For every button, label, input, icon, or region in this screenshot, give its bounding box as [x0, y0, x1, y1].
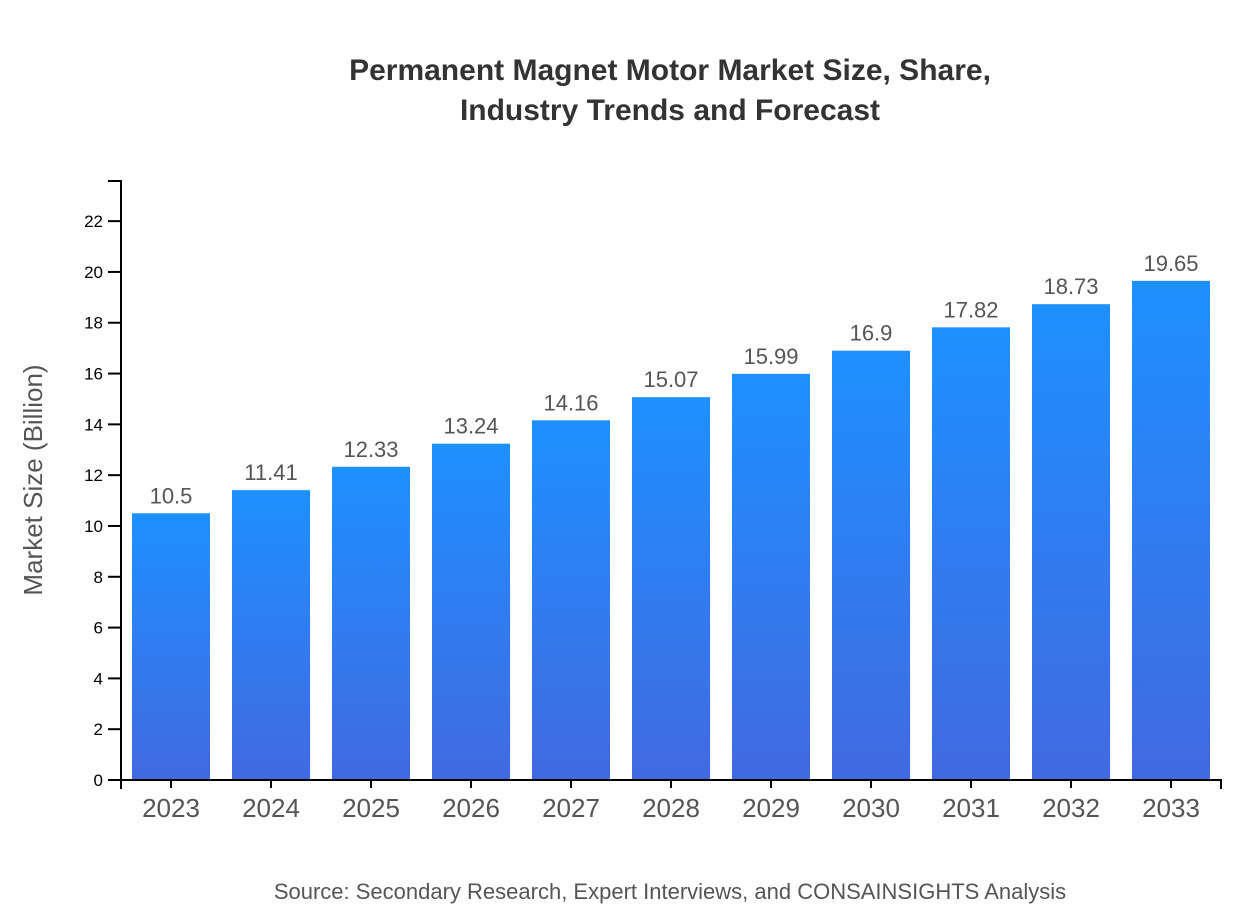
x-tick-label: 2032 — [1042, 793, 1100, 823]
data-label: 18.73 — [1043, 274, 1098, 299]
bars: 10.5 11.41 12.33 13.24 14.16 15.07 15.99 16.9 17… — [132, 251, 1210, 780]
y-tick-label: 8 — [94, 568, 103, 587]
x-axis-line — [120, 779, 1222, 789]
x-tick-label: 2028 — [642, 793, 700, 823]
y-tick-label: 18 — [84, 314, 103, 333]
chart-title-line-1: Permanent Magnet Motor Market Size, Shar… — [349, 54, 991, 87]
bar-2027 — [532, 420, 610, 780]
y-tick-label: 10 — [84, 517, 103, 536]
y-axis-line — [108, 180, 122, 781]
bar-2032 — [1032, 304, 1110, 780]
bar-2029 — [732, 373, 810, 780]
data-label: 16.9 — [850, 321, 893, 346]
data-label: 15.07 — [643, 367, 698, 392]
data-label: 12.33 — [343, 437, 398, 462]
data-label: 17.82 — [943, 297, 998, 322]
bar-2033 — [1132, 280, 1210, 780]
bar-2028 — [632, 397, 710, 780]
y-axis: 0 2 4 6 8 10 12 14 16 18 20 22 — [84, 180, 122, 790]
y-tick-label: 4 — [94, 669, 103, 688]
y-axis-label: Market Size (Billion) — [18, 364, 48, 595]
bar-2024 — [232, 490, 310, 780]
y-tick-label: 12 — [84, 466, 103, 485]
source-note: Source: Secondary Research, Expert Inter… — [274, 879, 1066, 904]
x-tick-label: 2027 — [542, 793, 600, 823]
y-tick-label: 14 — [84, 415, 103, 434]
bar-2030 — [832, 350, 910, 780]
x-tick-label: 2033 — [1142, 793, 1200, 823]
data-label: 11.41 — [244, 460, 297, 485]
bar-2031 — [932, 327, 1010, 780]
bar-2025 — [332, 466, 410, 780]
x-tick-label: 2023 — [142, 793, 200, 823]
data-label: 13.24 — [443, 414, 498, 439]
bar-2026 — [432, 443, 510, 780]
y-tick-label: 16 — [84, 365, 103, 384]
x-tick-label: 2026 — [442, 793, 500, 823]
data-label: 19.65 — [1143, 251, 1198, 276]
x-tick-label: 2024 — [242, 793, 300, 823]
x-tick-label: 2029 — [742, 793, 800, 823]
y-tick-label: 0 — [94, 771, 103, 790]
data-label: 10.5 — [150, 483, 193, 508]
y-tick-label: 6 — [94, 619, 103, 638]
x-tick-label: 2031 — [942, 793, 1000, 823]
bar-2023 — [132, 513, 210, 780]
x-axis: 2023 2024 2025 2026 2027 2028 2029 2030 2031 2032… — [120, 779, 1222, 823]
y-tick-label: 2 — [94, 720, 103, 739]
x-tick-label: 2025 — [342, 793, 400, 823]
data-label: 15.99 — [743, 344, 798, 369]
x-tick-label: 2030 — [842, 793, 900, 823]
data-label: 14.16 — [543, 390, 598, 415]
chart-title-line-2: Industry Trends and Forecast — [460, 94, 880, 127]
y-tick-label: 22 — [84, 212, 103, 231]
y-tick-label: 20 — [84, 263, 103, 282]
